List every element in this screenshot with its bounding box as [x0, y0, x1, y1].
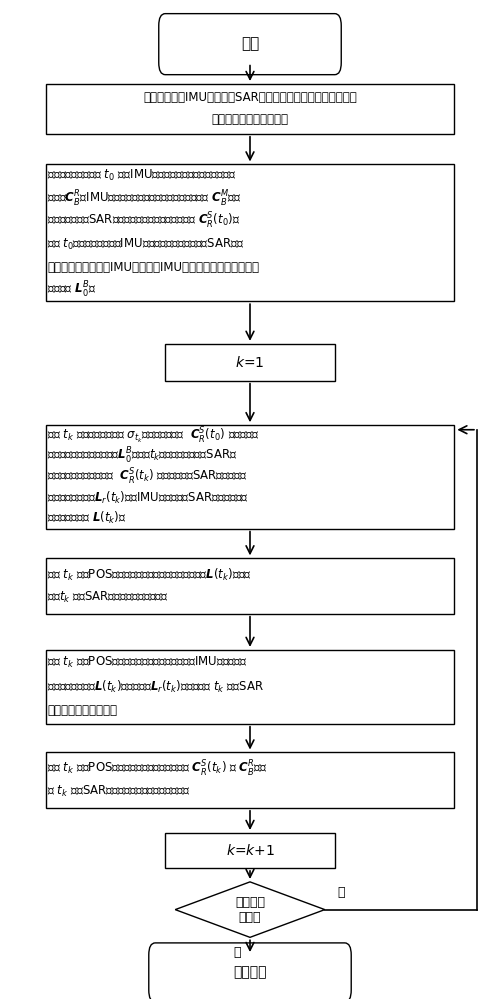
Bar: [165, 833, 335, 868]
Text: 之间的动态杆臂 $\boldsymbol{L}(t_k)$；: 之间的动态杆臂 $\boldsymbol{L}(t_k)$；: [47, 510, 126, 526]
Text: 计算$t_k$ 时刼SAR天线相位中心的位置；: 计算$t_k$ 时刼SAR天线相位中心的位置；: [47, 590, 169, 605]
FancyBboxPatch shape: [159, 14, 341, 75]
Text: 相位中心坐标，计算IMU坐标系下IMU测量中心与转轴中心之间: 相位中心坐标，计算IMU坐标系下IMU测量中心与转轴中心之间: [47, 261, 259, 274]
Text: 利用 $t_k$ 时刼POS输出姿态角以及方向余弦矩阵 $\boldsymbol{C}_R^S(t_k)$ 和 $\boldsymbol{C}_B^R$，计: 利用 $t_k$ 时刼POS输出姿态角以及方向余弦矩阵 $\boldsymbol…: [47, 759, 268, 779]
Bar: [46, 558, 455, 614]
Bar: [46, 84, 455, 134]
Text: 否: 否: [338, 886, 345, 899]
Bar: [165, 344, 335, 381]
Bar: [46, 752, 455, 808]
Text: 计算完毕: 计算完毕: [233, 965, 267, 979]
Text: 利用 $t_k$ 时刼POS输出的位置和姿态角，通过动态杆臂$\boldsymbol{L}(t_k)$补偿，: 利用 $t_k$ 时刼POS输出的位置和姿态角，通过动态杆臂$\boldsymb…: [47, 567, 252, 583]
Text: 利用 $t_k$ 时刼POS输出的位置、速度和姿态角以及IMU输出的角速: 利用 $t_k$ 时刼POS输出的位置、速度和姿态角以及IMU输出的角速: [47, 655, 248, 670]
Text: 是: 是: [234, 946, 241, 959]
Polygon shape: [175, 882, 325, 937]
Text: 数据处理
结束？: 数据处理 结束？: [235, 896, 265, 924]
Text: 及转轴坐标系与SAR天线坐标系之间的方向余弦矩阵 $\boldsymbol{C}_R^S(t_0)$；: 及转轴坐标系与SAR天线坐标系之间的方向余弦矩阵 $\boldsymbol{C}…: [47, 211, 240, 231]
Text: 线坐标系之间的余弦矩阵  $\boldsymbol{C}_R^S(t_k)$ 、转轴中心与SAR天线相位中: 线坐标系之间的余弦矩阵 $\boldsymbol{C}_R^S(t_k)$ 、转…: [47, 467, 248, 487]
Text: 得到的点坐标以及固定杆臂$\boldsymbol{L}_0^B$，计算$t_k$时刼转轴坐标系与SAR天: 得到的点坐标以及固定杆臂$\boldsymbol{L}_0^B$，计算$t_k$…: [47, 446, 238, 466]
Text: 算 $t_k$ 时刼SAR天线相对地理坐标系的姿态角；: 算 $t_k$ 时刼SAR天线相对地理坐标系的姿态角；: [47, 784, 191, 799]
Text: 获得 $t_0$时刼机体坐标系下IMU测量中心、转轴中心以及SAR天线: 获得 $t_0$时刼机体坐标系下IMU测量中心、转轴中心以及SAR天线: [47, 237, 244, 252]
Text: 固定杆臂 $\boldsymbol{L}_0^B$；: 固定杆臂 $\boldsymbol{L}_0^B$；: [47, 280, 96, 300]
Bar: [46, 425, 455, 529]
FancyBboxPatch shape: [149, 943, 351, 1000]
Text: 坐标系以及地理坐标系；: 坐标系以及地理坐标系；: [212, 113, 288, 126]
Text: 建立计算用的IMU坐标系、SAR天线坐标系、转轴坐标系、机体: 建立计算用的IMU坐标系、SAR天线坐标系、转轴坐标系、机体: [143, 91, 357, 104]
Text: $k$=$k$+1: $k$=$k$+1: [226, 843, 274, 858]
Bar: [46, 164, 455, 301]
Text: 弦矩阵$\boldsymbol{C}_B^R$、IMU坐标系与机体坐标系之间方向余弦矩阵 $\boldsymbol{C}_B^M$，以: 弦矩阵$\boldsymbol{C}_B^R$、IMU坐标系与机体坐标系之间方向…: [47, 188, 242, 209]
Text: 度，通过旋转杆臂$\boldsymbol{L}(t_k)$和动态杆臂$\boldsymbol{L}_r(t_k)$补偿，计算 $t_k$ 时刼SAR: 度，通过旋转杆臂$\boldsymbol{L}(t_k)$和动态杆臂$\bold…: [47, 679, 264, 695]
Text: 天线相位中心的速度；: 天线相位中心的速度；: [47, 704, 117, 717]
Text: 准备: 准备: [241, 37, 259, 52]
Text: 利用初始标校，获得 $t_0$ 时刼IMU坐标系与转轴坐标系之间方向余: 利用初始标校，获得 $t_0$ 时刼IMU坐标系与转轴坐标系之间方向余: [47, 168, 236, 183]
Bar: [46, 650, 455, 724]
Text: $k$=1: $k$=1: [236, 355, 264, 370]
Text: 利用 $t_k$ 时刼码盘输出角度 $\sigma_{t_k}$、方向余弦矩阵  $\boldsymbol{C}_R^S(t_0)$ 、初始标校: 利用 $t_k$ 时刼码盘输出角度 $\sigma_{t_k}$、方向余弦矩阵 …: [47, 425, 260, 446]
Text: 心之间的旋转杆臂$\boldsymbol{L}_r(t_k)$以及IMU测量中心与SAR天线相位中心: 心之间的旋转杆臂$\boldsymbol{L}_r(t_k)$以及IMU测量中心…: [47, 490, 249, 506]
